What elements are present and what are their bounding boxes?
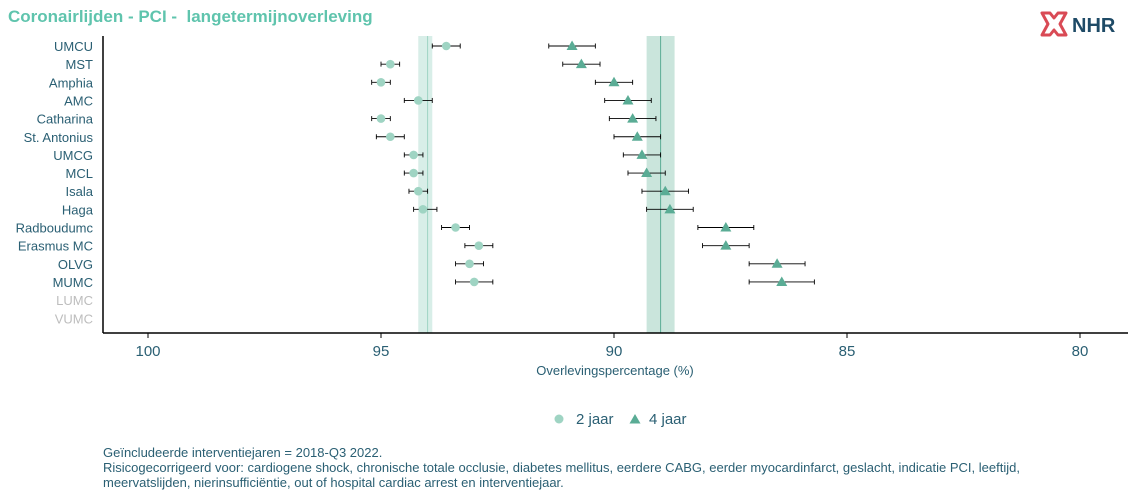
point-4jaar xyxy=(636,149,648,159)
y-label-erasmus-mc: Erasmus MC xyxy=(18,239,93,254)
point-4jaar xyxy=(720,222,732,232)
y-label-umcu: UMCU xyxy=(54,39,93,54)
nhr-logo: NHR xyxy=(1036,9,1136,39)
point-2jaar xyxy=(376,114,386,123)
point-4jaar xyxy=(566,40,578,50)
y-label-isala: Isala xyxy=(66,184,94,199)
point-4jaar xyxy=(664,203,676,214)
reference-band-2jaar xyxy=(418,36,433,333)
point-2jaar xyxy=(386,59,395,69)
point-2jaar xyxy=(469,277,479,287)
x-tick-label: 100 xyxy=(135,343,160,360)
y-label-amphia: Amphia xyxy=(49,75,94,90)
point-4jaar xyxy=(631,131,643,141)
nhr-logo-icon xyxy=(1040,11,1068,37)
x-axis-ticks: 100 95 90 85 80 xyxy=(135,333,1088,360)
point-2jaar xyxy=(451,223,460,232)
x-tick-label: 90 xyxy=(606,343,623,360)
y-label-mumc: MUMC xyxy=(53,275,93,290)
footnote-line-1: Geïncludeerde interventiejaren = 2018-Q3… xyxy=(103,445,383,460)
point-4jaar xyxy=(720,240,732,250)
forest-plot: UMCU MST Amphia AMC Catharina St. Antonius UMC… xyxy=(16,36,1128,378)
y-label-mcl: MCL xyxy=(66,166,93,181)
point-4jaar xyxy=(608,76,620,87)
y-label-catharina: Catharina xyxy=(37,112,94,127)
y-label-radboudumc: Radboudumc xyxy=(16,221,94,236)
footnote: Geïncludeerde interventiejaren = 2018-Q3… xyxy=(103,445,1020,490)
y-label-st-antonius: St. Antonius xyxy=(24,130,94,145)
y-label-mst: MST xyxy=(66,57,94,72)
point-2jaar xyxy=(409,168,418,178)
legend-label-2jaar: 2 jaar xyxy=(576,411,614,428)
point-2jaar xyxy=(474,241,484,250)
chart-title: Coronairlijden - PCI - langetermijnoverl… xyxy=(8,7,373,26)
data-points xyxy=(376,40,788,287)
point-4jaar xyxy=(771,258,783,268)
point-2jaar xyxy=(441,41,451,51)
footnote-line-2: Risicogecorrigeerd voor: cardiogene shoc… xyxy=(103,460,1020,475)
legend-marker-triangle xyxy=(629,414,641,424)
point-2jaar xyxy=(413,186,423,196)
y-axis-labels: UMCU MST Amphia AMC Catharina St. Antonius UMC… xyxy=(16,39,94,326)
x-tick-label: 80 xyxy=(1072,343,1089,360)
error-bars xyxy=(371,43,815,285)
point-2jaar xyxy=(386,132,395,142)
reference-bands xyxy=(418,36,675,333)
x-tick-label: 95 xyxy=(373,343,390,360)
point-2jaar xyxy=(376,78,386,87)
point-2jaar xyxy=(418,205,428,214)
y-label-lumc: LUMC xyxy=(56,293,93,308)
y-label-olvg: OLVG xyxy=(58,257,93,272)
x-axis-label: Overlevingspercentage (%) xyxy=(536,363,694,378)
legend-label-4jaar: 4 jaar xyxy=(649,411,687,428)
y-label-amc: AMC xyxy=(64,93,93,108)
nhr-logo-text: NHR xyxy=(1072,15,1116,37)
point-4jaar xyxy=(776,276,788,286)
x-tick-label: 85 xyxy=(839,343,856,360)
point-4jaar xyxy=(641,167,653,178)
point-2jaar xyxy=(409,150,418,160)
legend: 2 jaar 4 jaar xyxy=(550,408,710,434)
point-4jaar xyxy=(627,113,639,123)
legend-marker-circle xyxy=(554,414,564,424)
point-4jaar xyxy=(575,58,587,69)
y-label-umcg: UMCG xyxy=(53,148,93,163)
point-4jaar xyxy=(659,185,671,196)
footnote-line-3: meervatslijden, nierinsufficiëntie, out … xyxy=(103,475,564,490)
point-4jaar xyxy=(622,94,634,105)
point-2jaar xyxy=(413,96,423,105)
y-label-haga: Haga xyxy=(62,202,94,217)
y-label-vumc: VUMC xyxy=(55,311,93,326)
point-2jaar xyxy=(465,259,474,269)
